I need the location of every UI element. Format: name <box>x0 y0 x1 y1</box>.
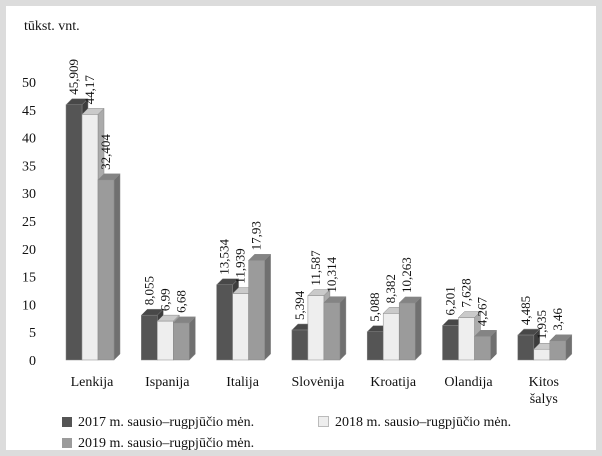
y-tick-label: 25 <box>22 215 36 230</box>
bar-front <box>442 325 459 361</box>
bar-front <box>291 329 309 361</box>
data-label: 10,314 <box>324 256 339 292</box>
bar-front <box>248 260 265 361</box>
bar-front <box>307 295 325 361</box>
category-label: Kitos <box>529 375 559 390</box>
bar <box>247 253 272 361</box>
legend-item-2018: 2018 m. sausio–rugpjūčio mėn. <box>318 412 511 433</box>
y-tick-label: 20 <box>22 243 36 258</box>
x-axis-labels: Lenkija Ispanija Italija Slovėnija Kroatija O… <box>71 375 559 407</box>
bar-front <box>157 320 174 361</box>
chart-frame: tūkst. vnt. 0 5 10 15 20 25 30 35 40 45 50 45,909 4… <box>6 6 596 451</box>
bar-front <box>323 302 341 361</box>
y-tick-label: 0 <box>29 354 36 369</box>
bar-front <box>382 313 400 361</box>
legend-swatch-2019 <box>62 438 72 448</box>
legend-label-2017: 2017 m. sausio–rugpjūčio mėn. <box>78 415 255 430</box>
category-label: Lenkija <box>71 375 115 390</box>
data-label: 44,17 <box>82 75 97 105</box>
data-label: 10,263 <box>399 257 414 293</box>
data-label: 7,628 <box>459 278 474 307</box>
bar-side <box>414 296 422 361</box>
data-label: 11,587 <box>308 250 323 286</box>
legend-swatch-2018 <box>318 416 329 427</box>
bar-side <box>113 173 121 361</box>
data-label: 11,939 <box>233 248 248 283</box>
data-label: 8,382 <box>383 274 398 303</box>
data-label: 6,68 <box>173 290 188 313</box>
bar-front <box>458 317 475 361</box>
data-label: 8,055 <box>141 276 156 305</box>
data-label: 32,404 <box>98 134 113 170</box>
bar-side <box>339 296 347 361</box>
y-tick-label: 5 <box>29 326 36 341</box>
bars <box>65 98 573 361</box>
category-label: Ispanija <box>145 375 190 390</box>
bar-front <box>232 293 249 361</box>
data-label: 1,935 <box>534 310 549 339</box>
bar-front <box>81 114 99 361</box>
data-label: 13,534 <box>217 239 232 275</box>
legend-label-2019: 2019 m. sausio–rugpjūčio mėn. <box>78 436 255 451</box>
legend-item-2019: 2019 m. sausio–rugpjūčio mėn. <box>62 433 254 454</box>
legend-label-2018: 2018 m. sausio–rugpjūčio mėn. <box>335 415 512 430</box>
bar-front <box>533 348 551 361</box>
data-label: 6,201 <box>443 286 458 315</box>
data-label: 6,99 <box>157 288 172 311</box>
bar-front <box>65 104 83 361</box>
y-axis-ticks: 0 5 10 15 20 25 30 35 40 45 50 <box>22 76 36 369</box>
y-tick-label: 35 <box>22 159 36 174</box>
data-label: 4,267 <box>475 297 490 327</box>
category-label: Slovėnija <box>291 375 345 390</box>
data-labels: 45,909 44,17 32,404 8,055 6,99 6,68 13,534 11,9… <box>66 59 565 339</box>
y-tick-label: 45 <box>22 104 36 119</box>
bar <box>473 329 498 361</box>
legend-swatch-2017 <box>62 417 72 427</box>
y-tick-label: 10 <box>22 298 36 313</box>
data-label: 5,088 <box>367 292 382 321</box>
bar <box>323 296 347 361</box>
bar <box>549 334 573 361</box>
bar-front <box>549 340 567 361</box>
category-label: Kroatija <box>370 375 417 390</box>
data-label: 17,93 <box>249 221 264 250</box>
data-label: 3,46 <box>550 308 565 331</box>
legend-item-2017: 2017 m. sausio–rugpjūčio mėn. <box>62 412 254 433</box>
bar-front <box>474 336 491 361</box>
y-tick-label: 40 <box>22 132 36 147</box>
bar <box>398 296 422 361</box>
data-label: 4,485 <box>518 296 533 325</box>
category-label: Italija <box>226 375 259 390</box>
bar-side <box>264 253 271 361</box>
bar-front <box>517 334 535 361</box>
bar-front <box>366 331 384 361</box>
bar <box>172 316 196 361</box>
bar-side <box>189 316 196 361</box>
bar-front <box>97 179 115 361</box>
bar-front <box>173 322 190 361</box>
category-label: šalys <box>530 392 558 407</box>
bar-front <box>141 314 158 361</box>
y-tick-label: 30 <box>22 187 36 202</box>
data-label: 5,394 <box>292 290 307 320</box>
y-tick-label: 50 <box>22 76 36 91</box>
category-label: Olandija <box>444 375 493 390</box>
bar-front <box>398 302 416 361</box>
bar-front <box>216 284 233 361</box>
bar <box>517 328 541 361</box>
data-label: 45,909 <box>66 59 81 95</box>
bar <box>97 173 121 361</box>
y-tick-label: 15 <box>22 271 36 286</box>
unit-label: tūkst. vnt. <box>24 19 80 34</box>
